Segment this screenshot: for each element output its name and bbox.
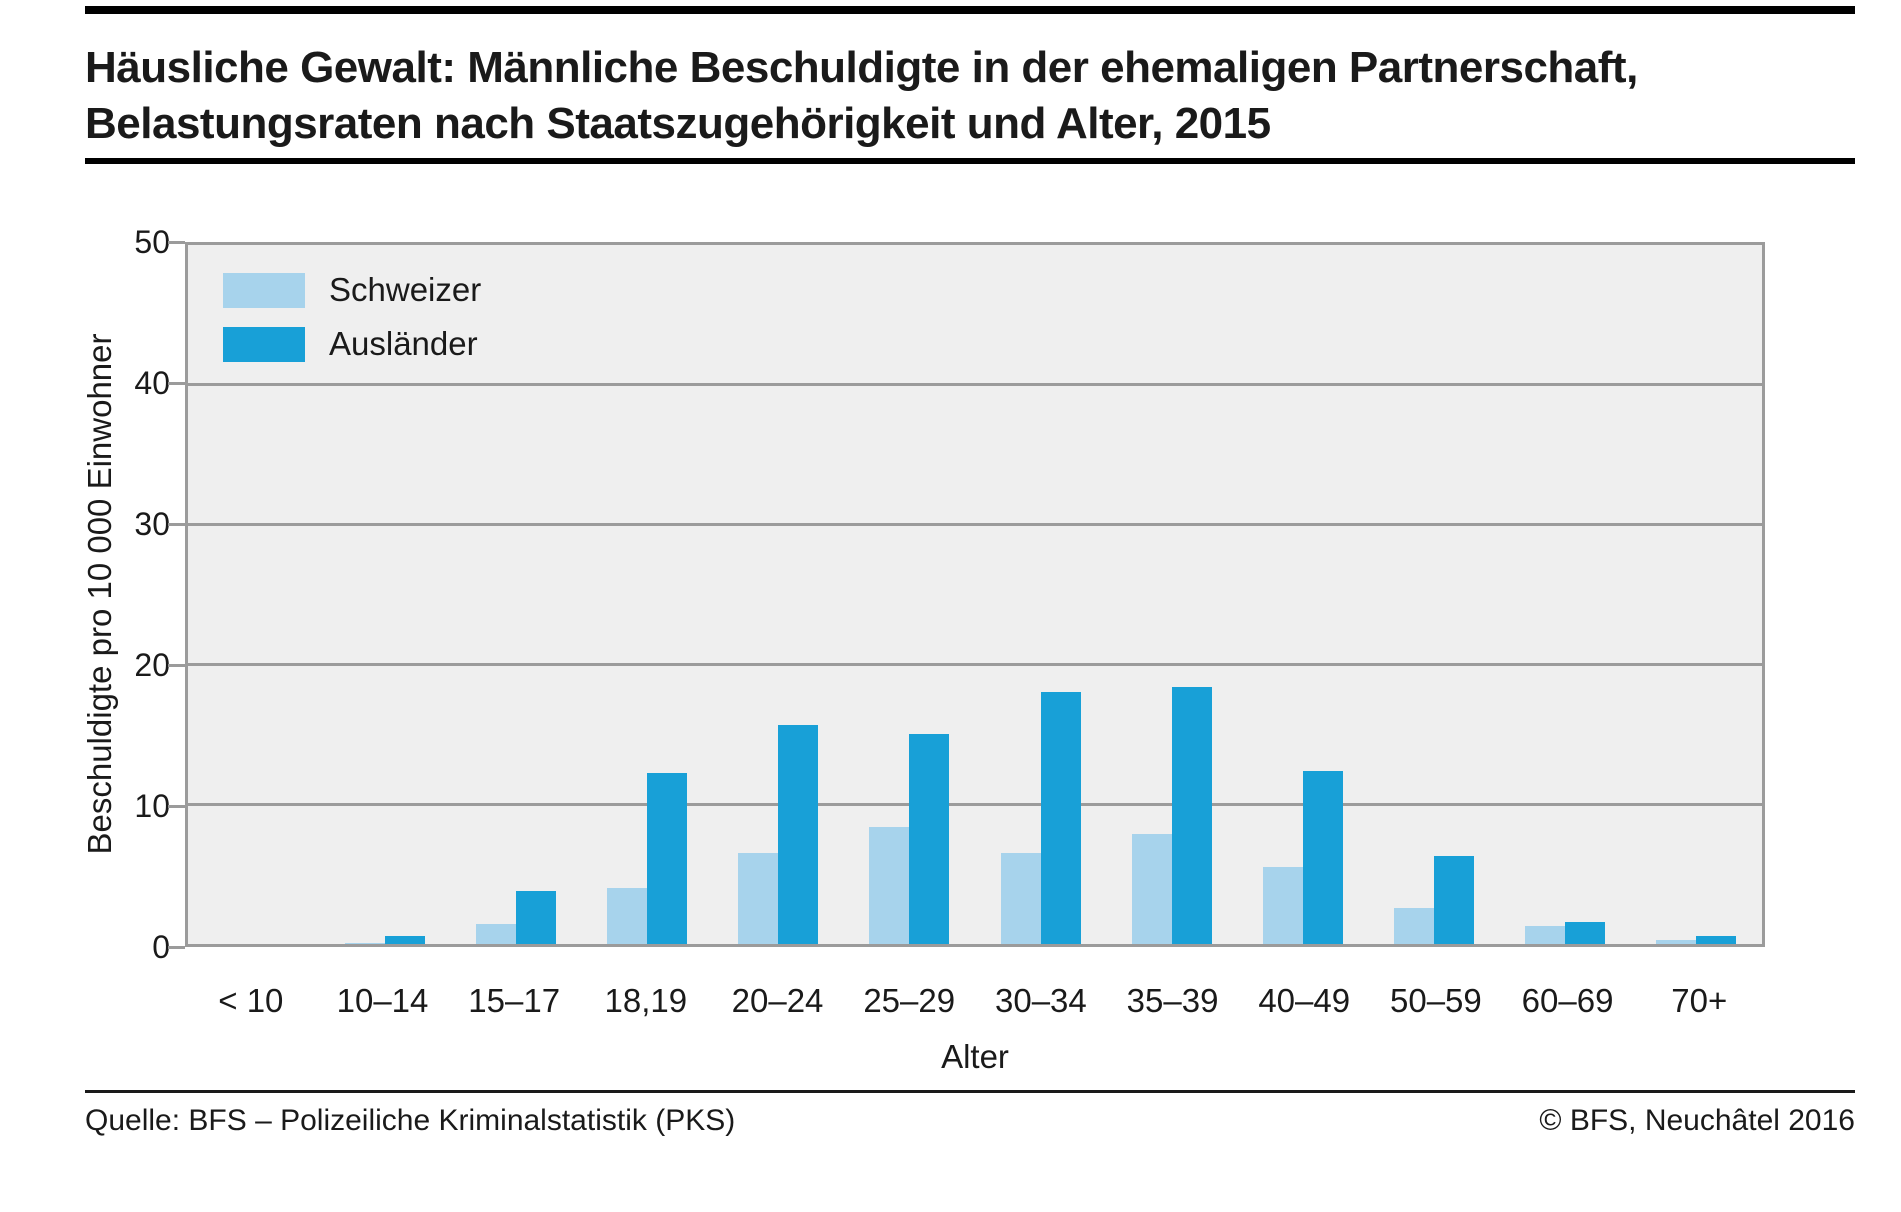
bar-group-3 [582, 245, 713, 944]
gridline-30 [188, 523, 1762, 527]
bar-series0-cat9 [1394, 907, 1435, 944]
bar-series1-cat6 [1040, 692, 1081, 944]
bar-series0-cat6 [1000, 853, 1041, 944]
y-tick-mark-20 [168, 663, 185, 667]
y-tick-label-30: 30 [134, 506, 170, 542]
bar-series0-cat1 [344, 942, 385, 944]
x-tick-label-3: 18,19 [604, 982, 688, 1019]
y-tick-label-20: 20 [134, 647, 170, 683]
bar-series0-cat8 [1262, 867, 1303, 944]
x-tick-label-6: 30–34 [994, 982, 1087, 1019]
legend: Schweizer Ausländer [223, 271, 481, 379]
bar-series1-cat9 [1434, 855, 1475, 944]
top-rule [85, 6, 1855, 14]
plot-area: Schweizer Ausländer [185, 242, 1765, 947]
source-note: Quelle: BFS – Polizeiliche Kriminalstati… [85, 1104, 736, 1137]
bar-group-6 [975, 245, 1106, 944]
bar-group-10 [1500, 245, 1631, 944]
legend-label-1: Ausländer [329, 325, 478, 362]
x-tick-label-2: 15–17 [468, 982, 561, 1019]
bar-series1-cat1 [384, 935, 425, 944]
y-tick-mark-0 [168, 945, 185, 949]
bar-series1-cat2 [515, 890, 556, 944]
bar-series0-cat11 [1656, 939, 1697, 944]
chart-title-line1: Häusliche Gewalt: Männliche Beschuldigte… [85, 43, 1638, 92]
gridline-20 [188, 662, 1762, 666]
x-tick-label-5: 25–29 [863, 982, 956, 1019]
bar-series1-cat8 [1302, 770, 1343, 944]
legend-label-0: Schweizer [329, 271, 482, 308]
y-tick-label-50: 50 [134, 224, 170, 260]
bar-series0-cat7 [1131, 833, 1172, 944]
title-divider [85, 158, 1855, 164]
bar-series1-cat7 [1171, 686, 1212, 944]
bar-series0-cat2 [475, 924, 516, 944]
x-tick-label-11: 70+ [1671, 982, 1728, 1019]
bar-group-7 [1106, 245, 1237, 944]
legend-item-0: Schweizer [223, 271, 481, 309]
x-tick-label-7: 35–39 [1126, 982, 1219, 1019]
bar-group-9 [1369, 245, 1500, 944]
legend-item-1: Ausländer [223, 325, 481, 363]
x-tick-label-0: < 10 [218, 982, 284, 1019]
x-axis-labels: < 10 10–14 15–17 18,19 20–24 25–29 30–34 35–39 4… [185, 982, 1765, 1020]
x-tick-label-1: 10–14 [336, 982, 429, 1019]
bar-series0-cat3 [607, 888, 648, 944]
bar-series0-cat4 [738, 853, 779, 944]
y-tick-mark-40 [168, 381, 185, 385]
bar-group-1 [319, 245, 450, 944]
gridline-40 [188, 383, 1762, 387]
y-axis-tick-labels: 0 10 20 30 40 50 [60, 226, 170, 963]
bar-series0-cat10 [1525, 925, 1566, 944]
x-tick-label-10: 60–69 [1521, 982, 1614, 1019]
y-tick-label-40: 40 [134, 365, 170, 401]
legend-swatch-0 [223, 272, 305, 308]
bar-series1-cat3 [647, 773, 688, 944]
bar-group-2 [450, 245, 581, 944]
chart-title-line2: Belastungsraten nach Staatszugehörigkeit… [85, 99, 1271, 148]
bar-series1-cat5 [909, 734, 950, 944]
x-tick-label-9: 50–59 [1390, 982, 1482, 1019]
bar-groups [188, 245, 1762, 944]
gridline-10 [188, 802, 1762, 806]
footer-divider [85, 1090, 1855, 1093]
y-tick-label-0: 0 [152, 929, 170, 965]
legend-swatch-1 [223, 326, 305, 362]
y-tick-mark-10 [168, 804, 185, 808]
footer: Quelle: BFS – Polizeiliche Kriminalstati… [85, 1104, 1855, 1138]
y-tick-label-10: 10 [134, 788, 170, 824]
y-tick-mark-50 [168, 240, 185, 244]
x-axis-title: Alter [941, 1038, 1009, 1075]
bar-series0-cat5 [869, 826, 910, 944]
bar-group-5 [844, 245, 975, 944]
y-tick-mark-30 [168, 522, 185, 526]
bar-series1-cat10 [1565, 921, 1606, 944]
y-axis-tick-marks [168, 240, 185, 949]
bar-series1-cat11 [1696, 935, 1737, 944]
chart-title: Häusliche Gewalt: Männliche Beschuldigte… [85, 40, 1638, 152]
bar-group-11 [1631, 245, 1762, 944]
bar-group-4 [713, 245, 844, 944]
bar-series1-cat4 [778, 724, 819, 944]
copyright-note: © BFS, Neuchâtel 2016 [1539, 1104, 1855, 1137]
x-tick-label-4: 20–24 [731, 982, 824, 1019]
x-tick-label-8: 40–49 [1258, 982, 1351, 1019]
bar-group-8 [1237, 245, 1368, 944]
